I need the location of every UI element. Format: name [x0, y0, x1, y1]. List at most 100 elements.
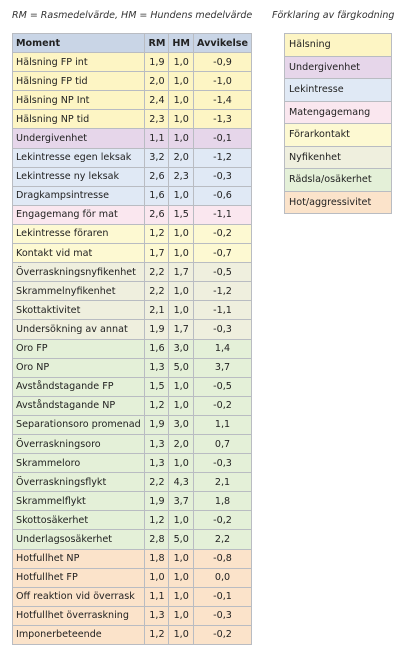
value-cell: 2,6 — [144, 204, 170, 225]
value-cell: 1,0 — [168, 109, 194, 130]
value-cell: -1,3 — [192, 109, 253, 130]
value-cell: 1,5 — [168, 204, 194, 225]
table-row: Lekintresse egen leksak 3,2 2,0 -1,2 — [11, 147, 253, 168]
data-table: Moment RM HM Avvikelse Hälsning FP int 1,9 1,0… — [11, 32, 253, 646]
value-cell: -0,5 — [192, 376, 253, 397]
table-row: Separationsoro promenad 1,9 3,0 1,1 — [11, 414, 253, 435]
value-cell: 2,1 — [192, 472, 253, 493]
moment-cell: Hotfullhet FP — [11, 567, 146, 588]
value-cell: 1,3 — [144, 605, 170, 626]
moment-cell: Skrammelnyfikenhet — [11, 281, 146, 302]
value-cell: -0,2 — [192, 510, 253, 531]
legend-row: Undergivenhet — [284, 55, 392, 79]
value-cell: 1,0 — [168, 90, 194, 111]
value-cell: 1,6 — [144, 185, 170, 206]
moment-cell: Hälsning FP int — [11, 52, 146, 73]
moment-cell: Hälsning NP Int — [11, 90, 146, 111]
table-row: Undergivenhet 1,1 1,0 -0,1 — [11, 128, 253, 149]
table-row: Skrammelflykt 1,9 3,7 1,8 — [11, 491, 253, 512]
moment-cell: Skrammelflykt — [11, 491, 146, 512]
moment-cell: Oro FP — [11, 338, 146, 359]
value-cell: 2,0 — [144, 71, 170, 92]
table-row: Off reaktion vid överrask 1,1 1,0 -0,1 — [11, 586, 253, 607]
moment-cell: Avståndstagande FP — [11, 376, 146, 397]
value-cell: 0,0 — [192, 567, 253, 588]
value-cell: -0,5 — [192, 262, 253, 283]
value-cell: 3,0 — [168, 338, 194, 359]
value-cell: 2,8 — [144, 529, 170, 550]
value-cell: -0,9 — [192, 52, 253, 73]
value-cell: -1,4 — [192, 90, 253, 111]
value-cell: 1,0 — [168, 223, 194, 245]
value-cell: -1,1 — [192, 300, 253, 321]
value-cell: -1,1 — [192, 204, 253, 225]
value-cell: 1,0 — [168, 510, 194, 531]
table-row: Skottaktivitet 2,1 1,0 -1,1 — [11, 300, 253, 321]
value-cell: -0,7 — [192, 243, 253, 264]
value-cell: -0,2 — [192, 395, 253, 416]
legend-item: Hot/aggressivitet — [284, 190, 392, 214]
table-row: Oro FP 1,6 3,0 1,4 — [11, 338, 253, 359]
table-row: Kontakt vid mat 1,7 1,0 -0,7 — [11, 243, 253, 264]
legend-row: Hälsning — [284, 33, 392, 57]
value-cell: 3,2 — [144, 147, 170, 168]
value-cell: 1,5 — [144, 376, 170, 397]
table-row: Oro NP 1,3 5,0 3,7 — [11, 357, 253, 378]
value-cell: 1,2 — [144, 223, 170, 245]
table-row: Hälsning NP tid 2,3 1,0 -1,3 — [11, 109, 253, 130]
moment-cell: Lekintresse egen leksak — [11, 147, 146, 168]
value-cell: 1,4 — [192, 338, 253, 359]
table-row: Hälsning NP Int 2,4 1,0 -1,4 — [11, 90, 253, 111]
value-cell: 5,0 — [168, 529, 194, 550]
legend-row: Förarkontakt — [284, 123, 392, 147]
table-row: Skrammeloro 1,3 1,0 -0,3 — [11, 453, 253, 474]
table-row: Avståndstagande NP 1,2 1,0 -0,2 — [11, 395, 253, 416]
value-cell: 1,3 — [144, 453, 170, 474]
value-cell: 1,1 — [144, 586, 170, 607]
value-cell: 2,0 — [168, 433, 194, 455]
table-row: Hälsning FP tid 2,0 1,0 -1,0 — [11, 71, 253, 92]
table-row: Hotfullhet FP 1,0 1,0 0,0 — [11, 567, 253, 588]
moment-cell: Hotfullhet överraskning — [11, 605, 146, 626]
value-cell: 1,0 — [168, 376, 194, 397]
legend-item: Hälsning — [284, 33, 392, 57]
table-row: Hotfullhet NP 1,8 1,0 -0,8 — [11, 548, 253, 569]
table-row: Lekintresse ny leksak 2,6 2,3 -0,3 — [11, 166, 253, 187]
value-cell: -0,3 — [192, 166, 253, 187]
value-cell: 3,0 — [168, 414, 194, 435]
moment-cell: Överraskningsoro — [11, 433, 146, 455]
value-cell: 1,6 — [144, 338, 170, 359]
color-legend: Hälsning Undergivenhet Lekintresse Matengag… — [284, 33, 392, 214]
legend-row: Rädsla/osäkerhet — [284, 168, 392, 192]
value-cell: -1,2 — [192, 281, 253, 302]
moment-cell: Hälsning NP tid — [11, 109, 146, 130]
value-cell: 5,0 — [168, 357, 194, 378]
value-cell: 1,7 — [168, 319, 194, 340]
table-row: Hälsning FP int 1,9 1,0 -0,9 — [11, 52, 253, 73]
moment-cell: Imponerbeteende — [11, 624, 146, 646]
value-cell: 1,2 — [144, 510, 170, 531]
value-cell: 2,2 — [144, 472, 170, 493]
value-cell: 1,0 — [168, 548, 194, 569]
value-cell: -1,0 — [192, 71, 253, 92]
value-cell: 1,3 — [144, 433, 170, 455]
table-row: Skrammelnyfikenhet 2,2 1,0 -1,2 — [11, 281, 253, 302]
value-cell: 1,0 — [168, 624, 194, 646]
value-cell: 1,0 — [168, 300, 194, 321]
value-cell: -0,3 — [192, 319, 253, 340]
moment-cell: Engagemang för mat — [11, 204, 146, 225]
moment-cell: Överraskningsnyfikenhet — [11, 262, 146, 283]
value-cell: 3,7 — [168, 491, 194, 512]
value-cell: 0,7 — [192, 433, 253, 455]
value-cell: 1,9 — [144, 52, 170, 73]
column-header: RM — [144, 32, 170, 54]
moment-cell: Off reaktion vid överrask — [11, 586, 146, 607]
value-cell: 1,7 — [144, 243, 170, 264]
legend-row: Nyfikenhet — [284, 145, 392, 169]
moment-cell: Överraskningsflykt — [11, 472, 146, 493]
value-cell: 4,3 — [168, 472, 194, 493]
value-cell: 2,0 — [168, 147, 194, 168]
value-cell: 1,0 — [168, 128, 194, 149]
value-cell: -0,3 — [192, 453, 253, 474]
value-cell: 1,0 — [168, 243, 194, 264]
